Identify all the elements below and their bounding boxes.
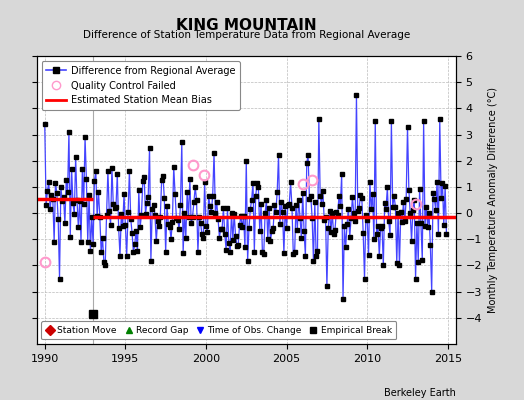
Y-axis label: Monthly Temperature Anomaly Difference (°C): Monthly Temperature Anomaly Difference (… (488, 87, 498, 313)
Difference from Regional Average (443, 232, 450, 237)
Line: Difference from Regional Average: Difference from Regional Average (43, 94, 448, 301)
Text: KING MOUNTAIN: KING MOUNTAIN (176, 18, 316, 33)
Text: Berkeley Earth: Berkeley Earth (384, 388, 456, 398)
Difference from Regional Average (340, 297, 346, 302)
Difference from Regional Average (288, 180, 294, 184)
Difference from Regional Average (281, 251, 287, 256)
Difference from Regional Average (408, 238, 414, 243)
Text: Difference of Station Temperature Data from Regional Average: Difference of Station Temperature Data f… (83, 30, 410, 40)
Difference from Regional Average (383, 206, 389, 211)
Difference from Regional Average (353, 93, 359, 98)
Difference from Regional Average (41, 122, 48, 126)
Difference from Regional Average (43, 203, 49, 208)
Legend: Station Move, Record Gap, Time of Obs. Change, Empirical Break: Station Move, Record Gap, Time of Obs. C… (41, 322, 396, 340)
Difference from Regional Average (279, 210, 286, 215)
